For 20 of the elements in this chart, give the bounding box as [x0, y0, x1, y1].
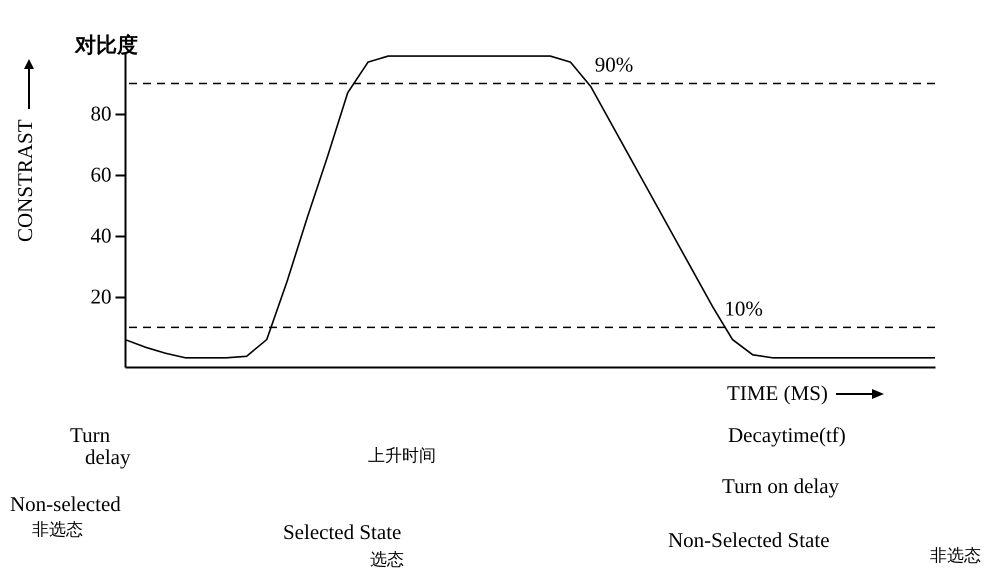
text: 非选态 [930, 546, 981, 566]
ref-line-label: 90% [594, 52, 634, 76]
text: 非选态 [32, 520, 83, 540]
text: 上升时间 [368, 446, 436, 466]
y-tick-label: 20 [90, 284, 112, 308]
y-tick-label: 40 [90, 223, 112, 248]
text: Turn on delay [722, 474, 840, 498]
chart-title: 对比度 [75, 33, 138, 57]
y-tick-label: 80 [90, 101, 112, 126]
y-axis-title: CONSTRAST [13, 118, 37, 242]
text: 选态 [370, 550, 404, 570]
text: Selected State [283, 520, 402, 544]
text: delay [85, 445, 130, 469]
x-axis-title: TIME (MS) [727, 381, 828, 405]
text: Non-selected [10, 492, 121, 516]
text: Non-Selected State [668, 528, 830, 552]
y-tick-label: 60 [90, 162, 112, 186]
ref-line-label: 10% [724, 296, 763, 320]
text: Turn [70, 423, 110, 447]
text: Decaytime(tf) [728, 423, 846, 447]
